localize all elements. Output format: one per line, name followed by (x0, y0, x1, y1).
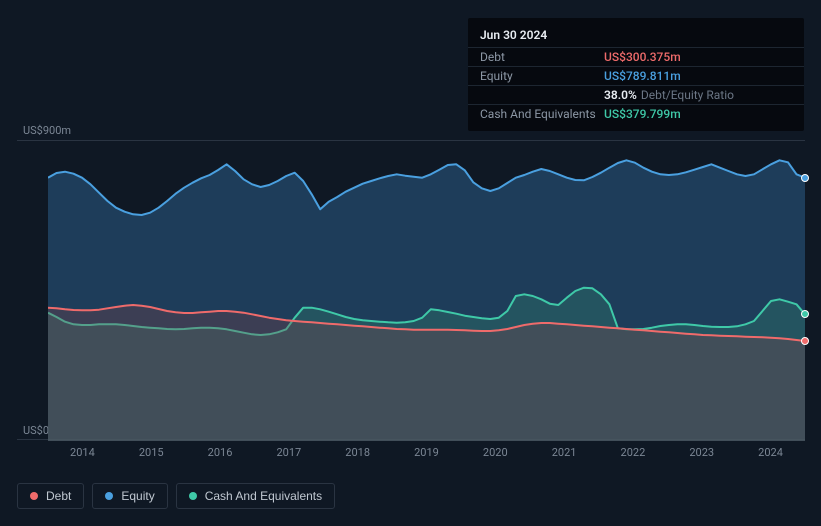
x-axis-tick: 2018 (323, 446, 392, 459)
x-axis-tick: 2020 (461, 446, 530, 459)
y-axis-label-top: US$900m (23, 124, 71, 137)
x-axis-tick: 2017 (254, 446, 323, 459)
x-axis-tick: 2015 (117, 446, 186, 459)
legend-label: Debt (46, 489, 71, 503)
tooltip-row-cash: Cash And Equivalents US$379.799m (468, 104, 804, 123)
legend-swatch-icon (105, 492, 113, 500)
tooltip-row-equity: Equity US$789.811m (468, 66, 804, 85)
legend-swatch-icon (30, 492, 38, 500)
chart-plot-area[interactable] (17, 140, 805, 440)
chart-legend: Debt Equity Cash And Equivalents (17, 483, 335, 509)
series-end-marker-cash (801, 310, 809, 318)
tooltip-label: Cash And Equivalents (480, 107, 604, 121)
tooltip-value: US$789.811m (604, 69, 681, 83)
tooltip-value: 38.0%Debt/Equity Ratio (604, 88, 734, 102)
x-axis: 2014201520162017201820192020202120222023… (48, 446, 805, 459)
x-axis-tick: 2021 (530, 446, 599, 459)
tooltip-row-ratio: 38.0%Debt/Equity Ratio (468, 85, 804, 104)
tooltip-label: Equity (480, 69, 604, 83)
tooltip-date: Jun 30 2024 (468, 26, 804, 47)
tooltip-label: Debt (480, 50, 604, 64)
legend-item-equity[interactable]: Equity (92, 483, 167, 509)
legend-label: Equity (121, 489, 154, 503)
tooltip-label (480, 88, 604, 102)
series-end-marker-equity (801, 174, 809, 182)
x-axis-tick: 2019 (392, 446, 461, 459)
x-axis-tick: 2024 (736, 446, 805, 459)
tooltip-value: US$300.375m (604, 50, 681, 64)
datapoint-tooltip: Jun 30 2024 Debt US$300.375m Equity US$7… (468, 18, 804, 131)
legend-label: Cash And Equivalents (205, 489, 322, 503)
x-axis-tick: 2023 (667, 446, 736, 459)
x-axis-tick: 2014 (48, 446, 117, 459)
chart-svg (48, 141, 805, 441)
tooltip-row-debt: Debt US$300.375m (468, 47, 804, 66)
tooltip-value: US$379.799m (604, 107, 681, 121)
legend-item-cash[interactable]: Cash And Equivalents (176, 483, 335, 509)
legend-item-debt[interactable]: Debt (17, 483, 84, 509)
x-axis-tick: 2022 (599, 446, 668, 459)
series-end-marker-debt (801, 337, 809, 345)
legend-swatch-icon (189, 492, 197, 500)
x-axis-tick: 2016 (186, 446, 255, 459)
